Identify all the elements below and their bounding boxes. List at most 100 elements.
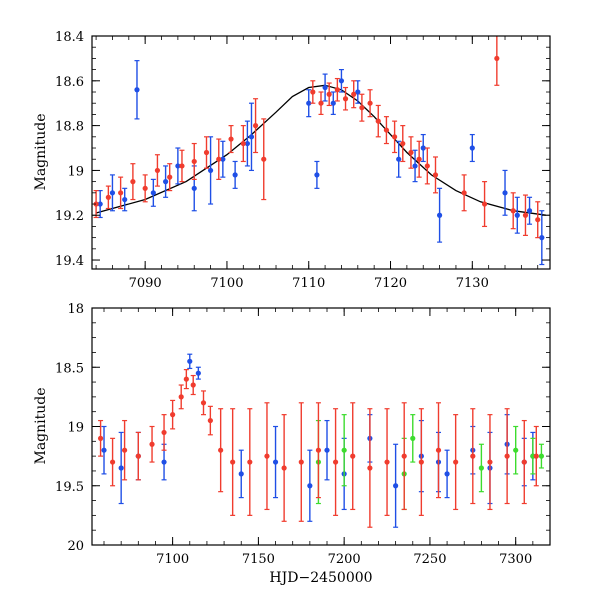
- top-data-point: [383, 116, 390, 145]
- top-data-point: [122, 187, 128, 212]
- top-data-point: [432, 156, 439, 194]
- bottom-data-point: [401, 402, 407, 511]
- bottom-panel-data: [97, 353, 545, 528]
- bottom-data-point: [187, 353, 193, 370]
- top-data-point: [142, 174, 148, 203]
- bottom-data-point: [298, 402, 304, 522]
- top-y-tick-label: 18.6: [55, 75, 84, 90]
- top-panel-data: [93, 36, 546, 266]
- bottom-data-point: [200, 390, 207, 416]
- top-data-point: [163, 165, 169, 198]
- top-data-point: [400, 125, 406, 163]
- bottom-data-point: [332, 408, 339, 516]
- bottom-x-axis-title: HJD−2450000: [269, 570, 372, 586]
- top-data-point: [150, 178, 156, 207]
- bottom-y-axis-title: Magnitude: [33, 387, 49, 464]
- top-data-point: [203, 136, 210, 169]
- top-series-blue-observations: [97, 60, 545, 266]
- top-data-point: [179, 149, 185, 183]
- bottom-data-point: [135, 431, 141, 481]
- top-data-point: [310, 80, 316, 104]
- top-data-point: [109, 174, 116, 212]
- top-data-point: [167, 163, 173, 192]
- top-y-tick-label: 19.4: [55, 254, 84, 269]
- top-data-point: [436, 187, 443, 243]
- bottom-data-point: [97, 419, 104, 457]
- top-series-red-observations: [93, 36, 541, 239]
- bottom-data-point: [538, 443, 545, 469]
- top-data-point: [367, 89, 373, 118]
- top-panel: 7090 7100 7110 7120 7130 18.4 18.6 18.8 19 19.2 19…: [33, 30, 551, 291]
- top-data-point: [306, 89, 312, 118]
- bottom-data-point: [470, 408, 476, 505]
- top-data-point: [105, 185, 111, 210]
- bottom-data-point: [341, 414, 347, 487]
- top-data-point: [420, 133, 426, 163]
- bottom-panel: 7100 7150 7200 7250 7300 18 18.5 19 19.5 20 Magni…: [33, 302, 551, 586]
- bottom-data-point: [513, 425, 519, 475]
- top-x-tick-label: 7120: [374, 276, 407, 291]
- top-data-point: [392, 120, 398, 154]
- top-x-tick-label: 7110: [292, 276, 325, 291]
- top-data-point: [412, 149, 418, 183]
- top-data-point: [424, 147, 430, 185]
- bottom-data-point: [207, 405, 213, 436]
- bottom-data-point: [487, 414, 493, 511]
- top-data-point: [510, 192, 516, 230]
- top-data-point: [481, 181, 488, 228]
- top-x-tick-label: 7100: [210, 276, 243, 291]
- top-data-point: [326, 82, 332, 107]
- bottom-data-point: [393, 443, 399, 528]
- bottom-data-point: [190, 374, 196, 396]
- top-data-point: [322, 73, 328, 102]
- top-y-axis-title: Magnitude: [33, 113, 49, 190]
- bottom-data-point: [410, 414, 416, 463]
- bottom-y-tick-label: 20: [67, 539, 84, 554]
- bottom-data-point: [350, 402, 356, 511]
- top-data-point: [248, 102, 255, 172]
- top-data-point: [355, 80, 361, 104]
- top-data-point: [334, 77, 340, 102]
- top-data-point: [134, 60, 140, 120]
- bottom-y-tick-label: 18: [67, 302, 84, 317]
- top-data-point: [207, 136, 214, 205]
- top-data-point: [375, 104, 381, 138]
- bottom-y-tick-label: 19: [67, 421, 84, 436]
- top-data-point: [244, 120, 250, 167]
- top-y-tick-label: 19: [67, 164, 84, 179]
- bottom-data-point: [533, 425, 539, 487]
- top-data-point: [154, 154, 161, 187]
- bottom-data-point: [504, 408, 510, 505]
- top-data-point: [359, 93, 365, 122]
- top-data-point: [175, 147, 181, 185]
- bottom-data-point: [183, 369, 189, 390]
- top-data-point: [522, 194, 529, 236]
- bottom-data-point: [264, 402, 270, 511]
- top-data-point: [396, 140, 402, 178]
- top-data-point: [330, 91, 336, 116]
- bottom-data-point: [238, 449, 244, 499]
- bottom-data-point: [444, 449, 450, 499]
- top-data-point: [494, 36, 500, 86]
- top-data-point: [240, 125, 246, 163]
- bottom-data-point: [384, 408, 390, 516]
- top-panel-tick-labels: 7090 7100 7110 7120 7130 18.4 18.6 18.8 19 19.2 19…: [55, 30, 489, 291]
- top-data-point: [252, 98, 259, 154]
- top-data-point: [338, 69, 345, 93]
- bottom-data-point: [247, 408, 253, 516]
- bottom-data-point: [101, 425, 107, 475]
- bottom-y-tick-label: 18.5: [55, 361, 84, 376]
- top-panel-frame: [91, 35, 551, 270]
- bottom-data-point: [230, 408, 236, 516]
- bottom-data-point: [435, 402, 442, 499]
- bottom-data-point: [453, 414, 459, 511]
- bottom-data-point: [170, 399, 176, 430]
- top-data-point: [261, 118, 267, 201]
- top-x-tick-label: 7090: [129, 276, 162, 291]
- bottom-data-point: [272, 425, 279, 499]
- bottom-x-tick-label: 7250: [413, 552, 446, 567]
- top-y-tick-label: 19.2: [55, 209, 84, 224]
- top-data-point: [539, 210, 545, 266]
- bottom-data-point: [118, 431, 124, 505]
